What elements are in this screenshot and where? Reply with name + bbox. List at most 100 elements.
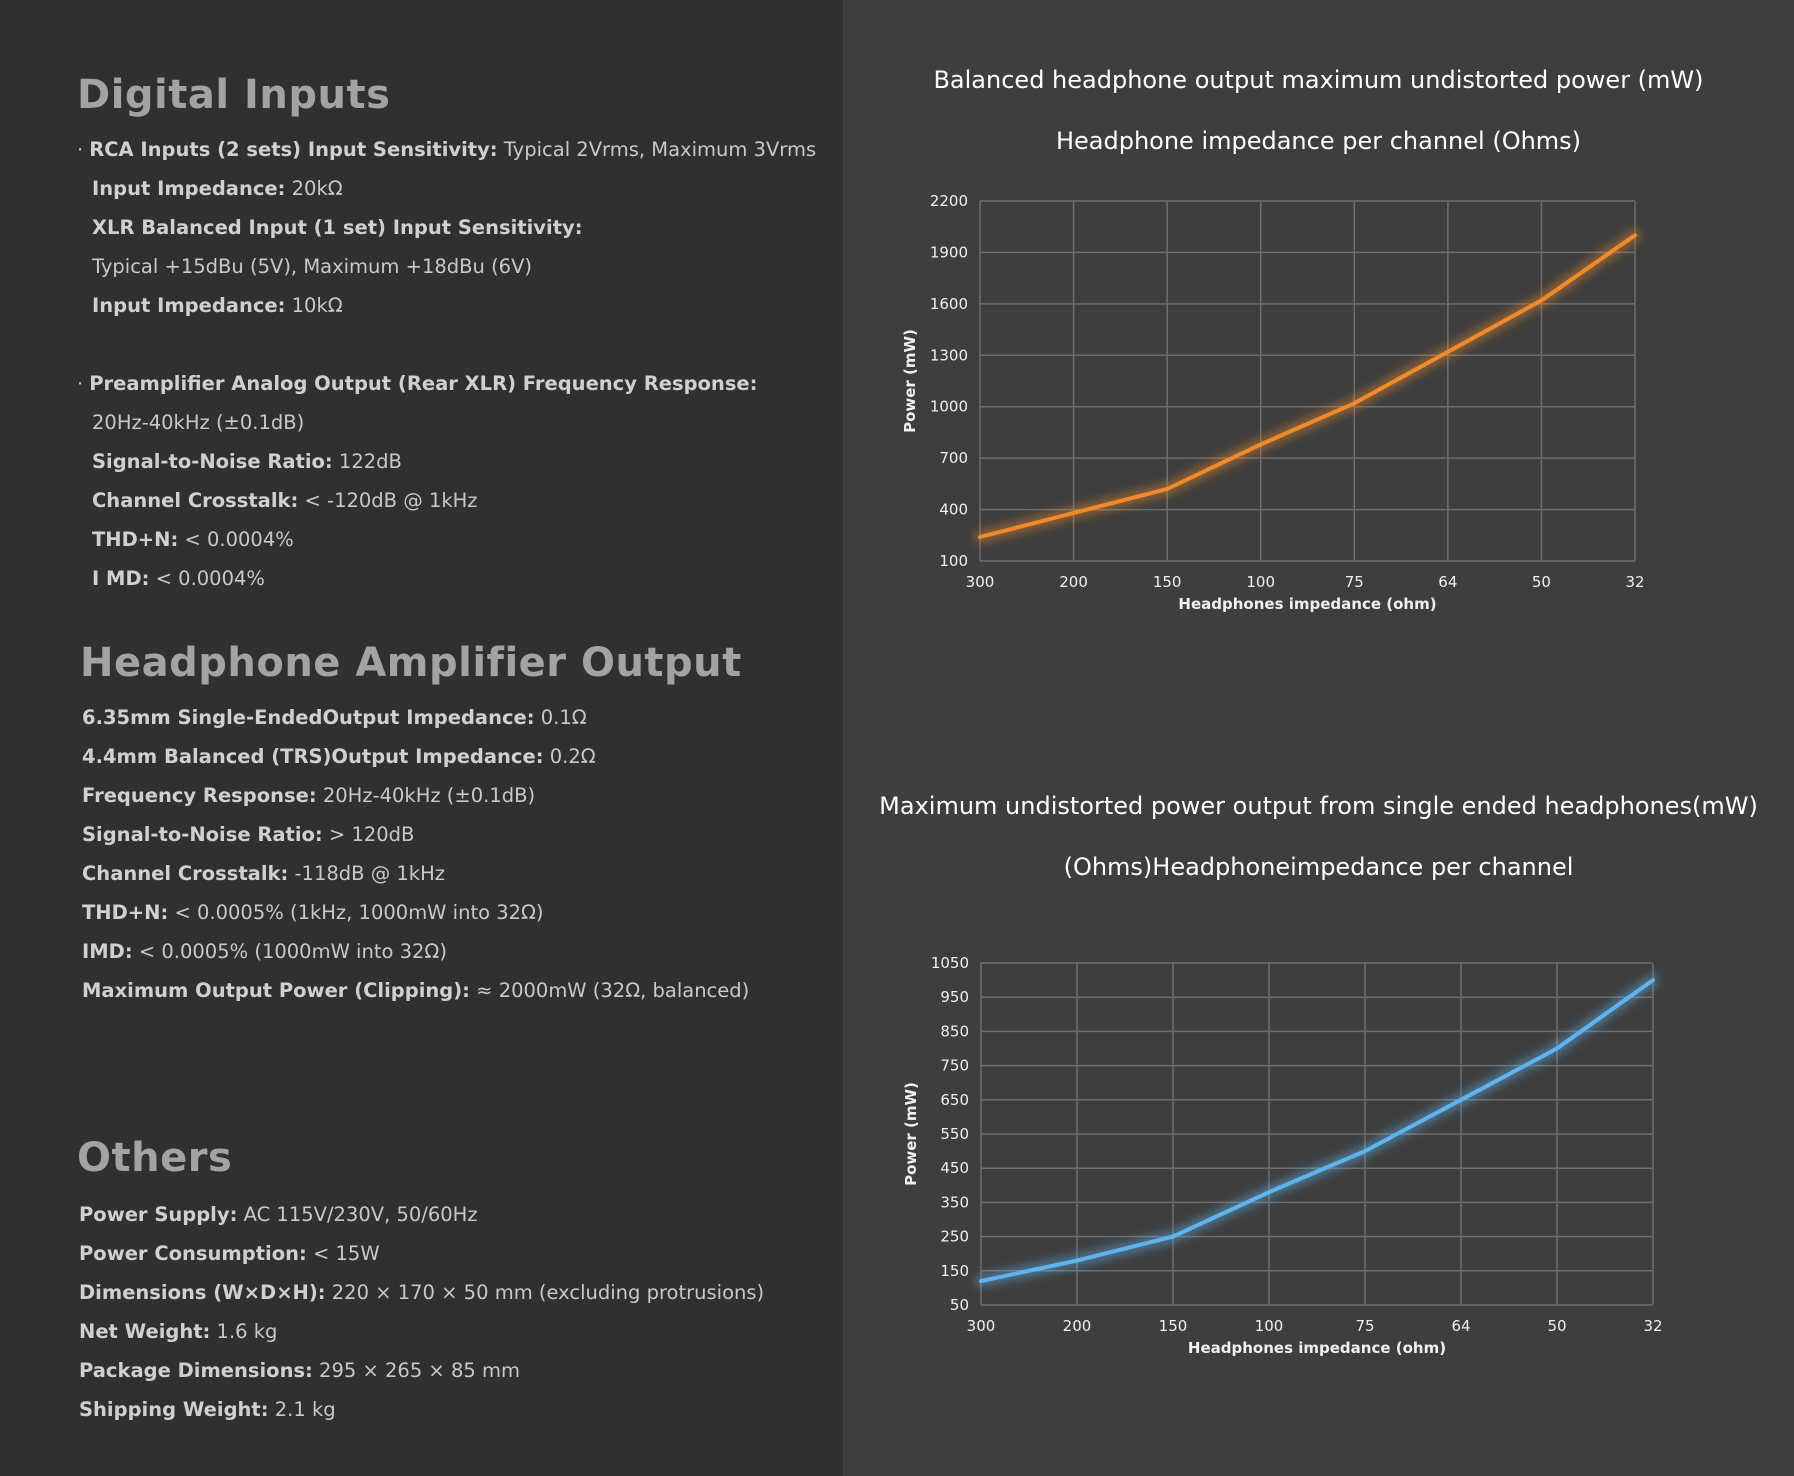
spec-value: -118dB @ 1kHz	[288, 862, 446, 885]
spec-line: THD+N: < 0.0004%	[92, 527, 294, 553]
y-tick-label: 250	[940, 1228, 969, 1246]
spec-value: Typical +15dBu (5V), Maximum +18dBu (6V)	[92, 255, 533, 278]
x-tick-label: 50	[1532, 573, 1551, 591]
x-tick-label: 300	[967, 1317, 996, 1335]
y-tick-label: 2200	[930, 192, 968, 210]
spec-label: Channel Crosstalk:	[92, 489, 299, 512]
y-tick-label: 1300	[930, 346, 968, 364]
x-axis-title: Headphones impedance (ohm)	[1178, 595, 1436, 613]
spec-value: 0.2Ω	[543, 745, 596, 768]
spec-line: Shipping Weight: 2.1 kg	[79, 1397, 336, 1423]
spec-value: ≈ 2000mW (32Ω, balanced)	[469, 979, 750, 1002]
spec-value: < 0.0005% (1kHz, 1000mW into 32Ω)	[168, 901, 544, 924]
x-tick-label: 150	[1153, 573, 1182, 591]
y-tick-label: 650	[940, 1091, 969, 1109]
spec-value: > 120dB	[322, 823, 415, 846]
spec-line: I MD: < 0.0004%	[92, 566, 265, 592]
spec-value: < 0.0004%	[149, 567, 265, 590]
spec-line: 20Hz-40kHz (±0.1dB)	[92, 410, 304, 436]
spec-label: I MD:	[92, 567, 150, 590]
spec-label: Preamplifier Analog Output (Rear XLR) Fr…	[89, 372, 758, 395]
spec-value: 20kΩ	[285, 177, 343, 200]
y-tick-label: 550	[940, 1125, 969, 1143]
others-heading: Others	[77, 1135, 233, 1181]
x-tick-label: 32	[1625, 573, 1644, 591]
spec-value: 295 × 265 × 85 mm	[312, 1359, 520, 1382]
spec-line: Maximum Output Power (Clipping): ≈ 2000m…	[82, 978, 749, 1004]
x-tick-label: 64	[1438, 573, 1457, 591]
spec-line: Signal-to-Noise Ratio: > 120dB	[82, 822, 414, 848]
y-tick-label: 750	[940, 1057, 969, 1075]
y-tick-label: 100	[939, 552, 968, 570]
bullet-dot: ·	[77, 138, 84, 161]
spec-label: IMD:	[82, 940, 133, 963]
spec-label: 6.35mm Single-EndedOutput Impedance:	[82, 706, 535, 729]
spec-value: 1.6 kg	[210, 1320, 278, 1343]
spec-label: Channel Crosstalk:	[82, 862, 289, 885]
spec-label: Power Supply:	[79, 1203, 238, 1226]
x-tick-label: 32	[1643, 1317, 1662, 1335]
x-tick-label: 75	[1355, 1317, 1374, 1335]
y-tick-label: 350	[940, 1193, 969, 1211]
spec-line: · RCA Inputs (2 sets) Input Sensitivity: …	[77, 137, 816, 163]
spec-label: THD+N:	[82, 901, 169, 924]
spec-value: < 0.0004%	[178, 528, 294, 551]
y-tick-label: 1050	[931, 954, 969, 972]
spec-value: 0.1Ω	[534, 706, 587, 729]
y-tick-label: 1000	[930, 398, 968, 416]
spec-value: 10kΩ	[285, 294, 343, 317]
spec-line: Dimensions (W×D×H): 220 × 170 × 50 mm (e…	[79, 1280, 764, 1306]
series-line	[978, 233, 1637, 539]
spec-label: Package Dimensions:	[79, 1359, 313, 1382]
spec-label: Input Impedance:	[92, 294, 286, 317]
series-line	[979, 978, 1655, 1284]
y-tick-label: 400	[939, 501, 968, 519]
y-tick-label: 700	[939, 449, 968, 467]
y-tick-label: 450	[940, 1159, 969, 1177]
spec-line: Frequency Response: 20Hz-40kHz (±0.1dB)	[82, 783, 535, 809]
spec-value: AC 115V/230V, 50/60Hz	[237, 1203, 478, 1226]
spec-label: 4.4mm Balanced (TRS)Output Impedance:	[82, 745, 544, 768]
spec-line: 4.4mm Balanced (TRS)Output Impedance: 0.…	[82, 744, 596, 770]
spec-label: Input Impedance:	[92, 177, 286, 200]
x-tick-label: 100	[1246, 573, 1275, 591]
spec-line: XLR Balanced Input (1 set) Input Sensiti…	[92, 215, 583, 241]
spec-value: Typical 2Vrms, Maximum 3Vrms	[497, 138, 817, 161]
y-tick-label: 50	[950, 1296, 969, 1314]
x-axis-title: Headphones impedance (ohm)	[1188, 1339, 1446, 1357]
spec-label: XLR Balanced Input (1 set) Input Sensiti…	[92, 216, 583, 239]
single-chart-subtitle: (Ohms)Headphoneimpedance per channel	[1063, 853, 1574, 881]
spec-line: Typical +15dBu (5V), Maximum +18dBu (6V)	[92, 254, 532, 280]
spec-panel: Digital Inputs · RCA Inputs (2 sets) Inpu…	[0, 0, 843, 1476]
spec-label: Net Weight:	[79, 1320, 211, 1343]
spec-line: Channel Crosstalk: < -120dB @ 1kHz	[92, 488, 478, 514]
x-tick-label: 75	[1345, 573, 1364, 591]
y-axis-title: Power (mW)	[901, 329, 919, 433]
spec-line: Net Weight: 1.6 kg	[79, 1319, 277, 1345]
spec-value: < 15W	[306, 1242, 380, 1265]
spec-label: Dimensions (W×D×H):	[79, 1281, 326, 1304]
spec-value: 20Hz-40kHz (±0.1dB)	[92, 411, 305, 434]
balanced-chart-title: Balanced headphone output maximum undist…	[933, 66, 1704, 94]
spec-label: THD+N:	[92, 528, 179, 551]
headphone-output-heading: Headphone Amplifier Output	[80, 640, 742, 686]
bullet-dot: ·	[77, 372, 84, 395]
spec-line: Power Consumption: < 15W	[79, 1241, 380, 1267]
spec-line: Input Impedance: 20kΩ	[92, 176, 343, 202]
spec-line: · Preamplifier Analog Output (Rear XLR) F…	[77, 371, 757, 397]
spec-label: Shipping Weight:	[79, 1398, 269, 1421]
x-tick-label: 64	[1451, 1317, 1470, 1335]
power-charts: 100 400 700 1000 1300 1600 1900 2200 300 200 150 10…	[901, 192, 1663, 1357]
series-line-glow	[975, 230, 1640, 542]
spec-label: Frequency Response:	[82, 784, 317, 807]
spec-line: 6.35mm Single-EndedOutput Impedance: 0.1…	[82, 705, 587, 731]
y-tick-label: 1900	[930, 243, 968, 261]
y-tick-label: 950	[940, 988, 969, 1006]
spec-line: Signal-to-Noise Ratio: 122dB	[92, 449, 402, 475]
x-tick-label: 200	[1059, 573, 1088, 591]
single-chart-title: Maximum undistorted power output from si…	[879, 792, 1758, 820]
balanced-chart-subtitle: Headphone impedance per channel (Ohms)	[1055, 127, 1582, 155]
spec-value: < -120dB @ 1kHz	[298, 489, 478, 512]
spec-label: Signal-to-Noise Ratio:	[92, 450, 333, 473]
y-axis-title: Power (mW)	[902, 1082, 920, 1186]
